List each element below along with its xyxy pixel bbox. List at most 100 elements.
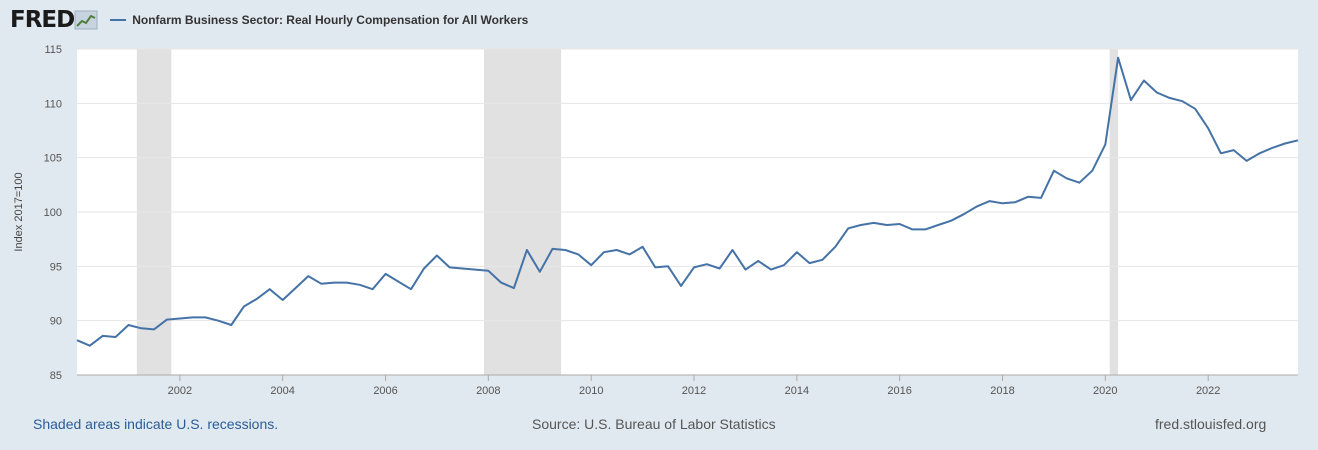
y-tick-label: 95 [50,261,62,273]
legend: Nonfarm Business Sector: Real Hourly Com… [110,13,528,27]
logo-text: FRED [10,7,75,33]
data-point [422,267,426,271]
x-tick-label: 2014 [785,385,809,397]
data-point [744,268,748,272]
data-point [1052,169,1056,173]
data-point [872,221,876,225]
data-point [885,223,889,227]
data-point [769,268,773,272]
data-point [1219,151,1223,155]
x-tick-label: 2018 [990,385,1014,397]
data-point [191,315,195,319]
data-point [358,283,362,287]
data-point [988,199,992,203]
data-point [910,227,914,231]
data-point [615,248,619,252]
data-point [255,297,259,301]
data-point [602,250,606,254]
data-point [1039,196,1043,200]
data-point [859,223,863,227]
data-point [242,305,246,309]
y-tick-label: 85 [50,370,62,382]
data-point [1142,79,1146,83]
data-point [152,327,156,331]
recession-note-link[interactable]: Shaded areas indicate U.S. recessions. [33,416,279,432]
data-point [486,269,490,273]
legend-swatch [110,19,127,21]
x-tick-label: 2020 [1093,385,1117,397]
data-point [345,281,349,285]
data-point [1001,201,1005,205]
data-point [460,267,464,271]
data-point [306,274,310,278]
data-point [705,262,709,266]
data-point [1180,99,1184,103]
data-point [75,338,79,342]
x-tick-label: 2012 [682,385,706,397]
data-point [551,247,555,251]
data-point [127,323,131,327]
data-point [216,319,220,323]
fred-logo[interactable]: FRED [10,7,98,33]
data-point [1065,176,1069,180]
data-point [178,317,182,321]
x-tick-label: 2010 [579,385,603,397]
data-point [396,280,400,284]
data-point [139,326,143,330]
data-point [1103,143,1107,147]
x-tick-label: 2022 [1196,385,1220,397]
data-point [1258,151,1262,155]
data-point [538,270,542,274]
data-point [281,298,285,302]
data-point [319,282,323,286]
data-point [371,287,375,291]
data-point [1013,200,1017,204]
data-point [975,205,979,209]
data-point [679,284,683,288]
data-point [731,248,735,252]
x-tick-label: 2002 [168,385,192,397]
data-point [435,254,439,258]
data-point [1129,98,1133,102]
data-point [563,248,567,252]
data-point [1232,148,1236,152]
data-point [101,334,105,338]
line-chart: 85 90 95 100 105 110 115 2002 2004 2006 2008 2010 20… [13,44,1300,397]
data-point [898,222,902,226]
data-point [473,268,477,272]
data-point [525,248,529,252]
data-point [229,323,233,327]
data-point [1296,138,1300,142]
data-point [203,315,207,319]
data-point [1193,107,1197,111]
data-point [1245,159,1249,163]
fred-url: fred.stlouisfed.org [1155,416,1267,432]
y-tick-label: 115 [44,44,62,56]
series-line [76,56,1299,347]
data-point [718,267,722,271]
data-point [641,245,645,249]
data-point [1270,146,1274,150]
data-point [833,245,837,249]
data-point [165,318,169,322]
data-point [448,265,452,269]
data-point [589,263,593,267]
data-point [923,227,927,231]
data-point [114,335,118,339]
data-point [268,287,272,291]
line-chart-icon [74,10,98,30]
data-point [962,212,966,216]
data-point [666,264,670,268]
data-point [846,226,850,230]
data-point [332,281,336,285]
data-point [628,252,632,256]
data-point [1155,91,1159,95]
header: FRED Nonfarm Business Sector: Real Hourl… [10,6,528,34]
x-tick-label: 2008 [476,385,500,397]
data-point [820,258,824,262]
data-point [1090,169,1094,173]
data-point [512,286,516,290]
x-tick-label: 2006 [373,385,397,397]
data-point [1116,56,1120,60]
data-point [1206,126,1210,130]
